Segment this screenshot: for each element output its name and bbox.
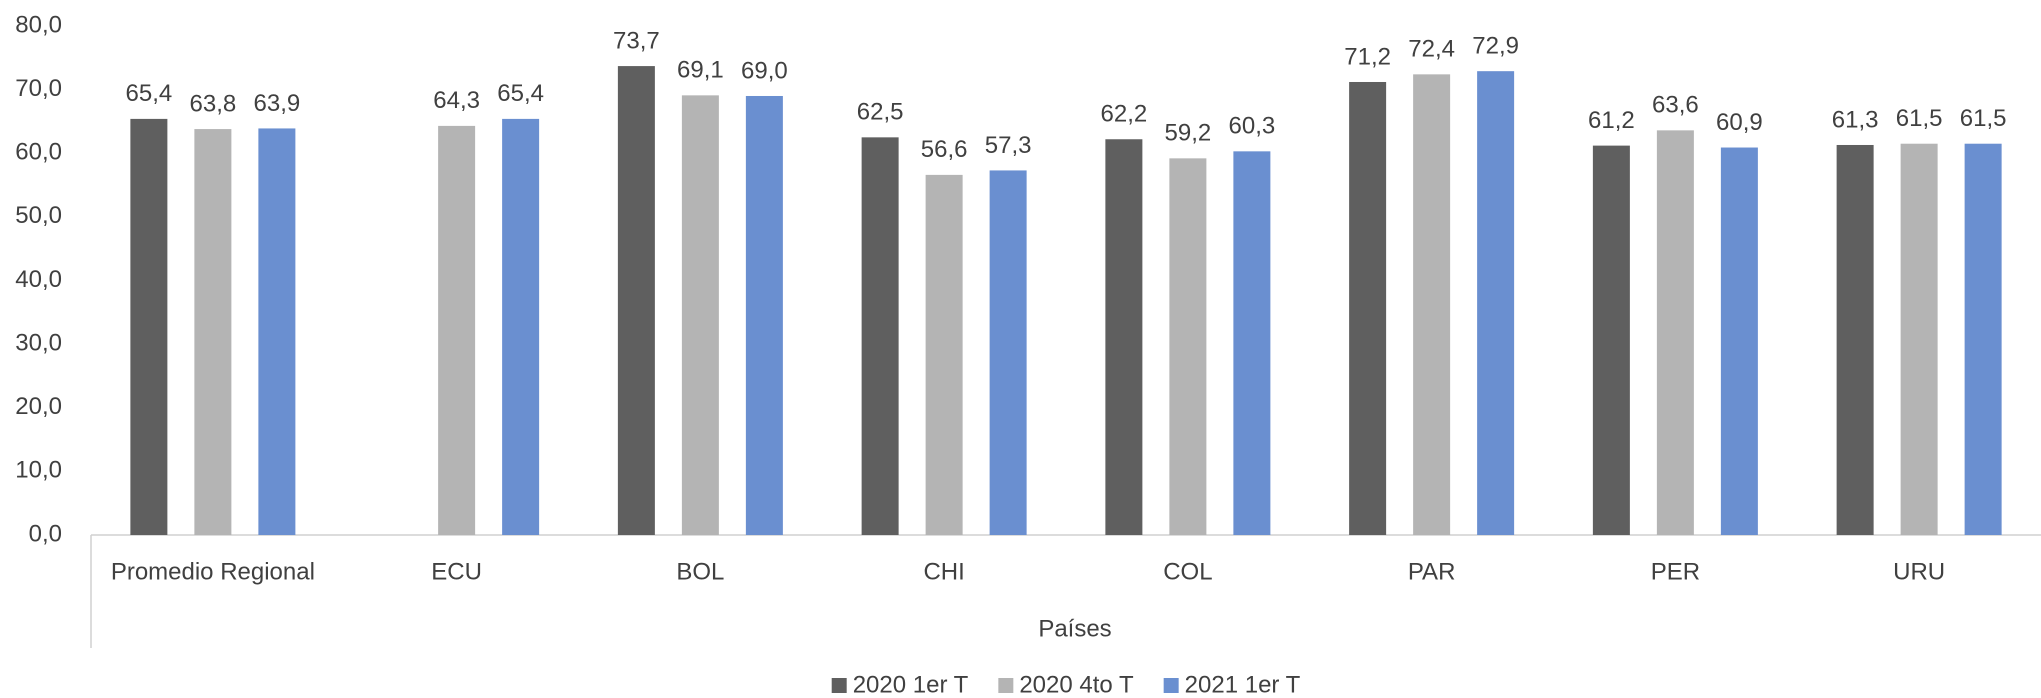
data-label: 63,8 xyxy=(190,90,237,117)
data-label: 56,6 xyxy=(921,136,968,163)
data-label: 60,9 xyxy=(1716,109,1763,136)
y-tick-label: 0,0 xyxy=(29,520,62,547)
y-tick-label: 40,0 xyxy=(15,266,62,293)
bar xyxy=(1592,145,1630,536)
data-label: 57,3 xyxy=(985,132,1032,159)
x-tick-label: PER xyxy=(1651,558,1700,585)
legend-label: 2021 1er T xyxy=(1185,671,1301,698)
y-tick-label: 20,0 xyxy=(15,393,62,420)
x-tick-label: CHI xyxy=(923,558,964,585)
y-tick-label: 60,0 xyxy=(15,139,62,166)
y-tick-label: 30,0 xyxy=(15,329,62,356)
bar xyxy=(1900,143,1938,536)
bar xyxy=(989,170,1027,535)
bar xyxy=(1105,139,1143,535)
legend-swatch xyxy=(831,678,847,693)
data-label: 61,2 xyxy=(1588,107,1635,134)
legend-swatch xyxy=(998,678,1014,693)
bar xyxy=(1656,130,1694,535)
data-label: 61,5 xyxy=(1896,105,1943,132)
bar xyxy=(861,137,899,535)
bar xyxy=(194,129,232,535)
data-label: 62,2 xyxy=(1101,101,1148,128)
bar xyxy=(258,128,296,535)
bar xyxy=(438,125,476,536)
x-axis-title: Países xyxy=(1038,615,1111,642)
data-label: 69,1 xyxy=(677,57,724,84)
data-label: 62,5 xyxy=(857,99,904,126)
bar xyxy=(925,174,963,535)
data-label: 73,7 xyxy=(613,27,660,54)
data-label: 63,6 xyxy=(1652,92,1699,119)
x-tick-label: Promedio Regional xyxy=(111,558,315,585)
y-tick-label: 70,0 xyxy=(15,75,62,102)
legend-label: 2020 1er T xyxy=(853,671,969,698)
data-label: 65,4 xyxy=(126,80,173,107)
bar xyxy=(1233,151,1271,535)
data-label: 64,3 xyxy=(433,87,480,114)
legend-label: 2020 4to T xyxy=(1019,671,1134,698)
data-label: 61,3 xyxy=(1832,106,1879,133)
data-label: 61,5 xyxy=(1960,105,2007,132)
bar xyxy=(681,95,719,535)
bar xyxy=(130,118,168,535)
x-tick-label: BOL xyxy=(676,558,724,585)
bar xyxy=(502,118,540,535)
bar xyxy=(1349,81,1387,536)
y-tick-label: 80,0 xyxy=(15,11,62,38)
bar xyxy=(1720,147,1758,535)
bar xyxy=(745,95,783,536)
legend-swatch xyxy=(1163,678,1179,693)
data-label: 63,9 xyxy=(254,90,301,117)
x-tick-label: ECU xyxy=(431,558,482,585)
x-tick-label: PAR xyxy=(1408,558,1456,585)
data-label: 69,0 xyxy=(741,57,788,84)
bar xyxy=(617,66,655,536)
data-label: 72,4 xyxy=(1408,36,1455,63)
y-tick-label: 50,0 xyxy=(15,202,62,229)
data-label: 71,2 xyxy=(1344,43,1391,70)
data-label: 60,3 xyxy=(1229,113,1276,140)
bar xyxy=(1836,144,1874,535)
data-label: 65,4 xyxy=(497,80,544,107)
bar xyxy=(1964,143,2002,536)
y-tick-label: 10,0 xyxy=(15,457,62,484)
data-label: 59,2 xyxy=(1165,120,1212,147)
data-label: 72,9 xyxy=(1472,33,1519,60)
x-tick-label: URU xyxy=(1893,558,1945,585)
x-tick-label: COL xyxy=(1163,558,1212,585)
bar xyxy=(1477,71,1515,535)
bar xyxy=(1413,74,1451,535)
bar xyxy=(1169,158,1207,535)
